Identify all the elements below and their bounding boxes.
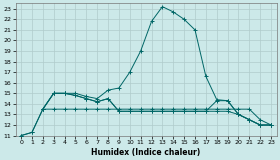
- X-axis label: Humidex (Indice chaleur): Humidex (Indice chaleur): [92, 148, 201, 156]
